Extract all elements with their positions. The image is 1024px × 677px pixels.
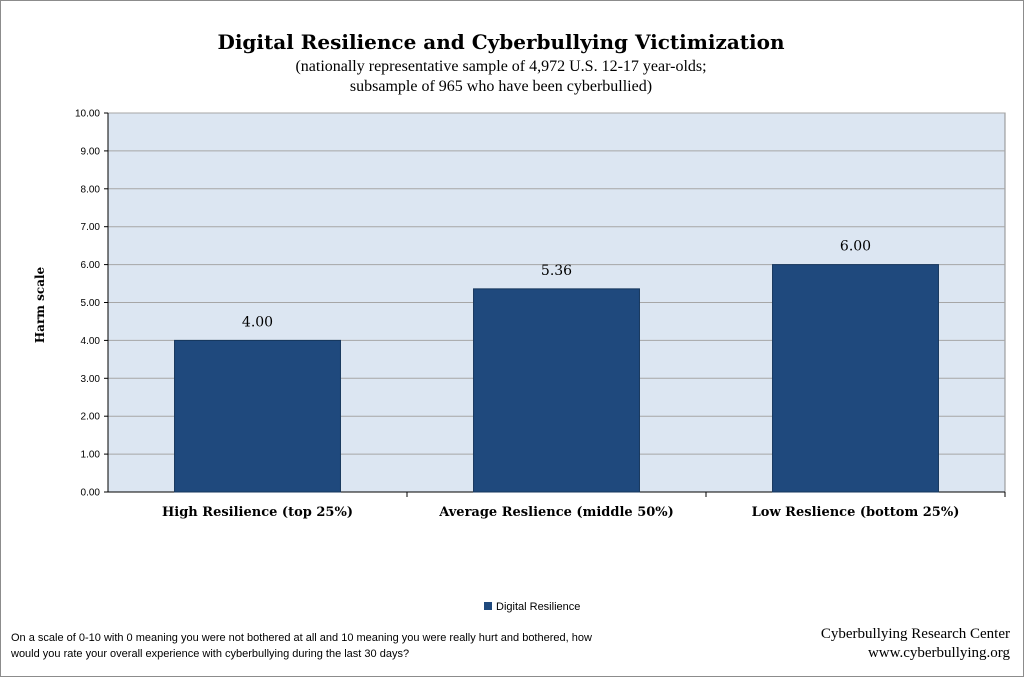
y-tick-label: 10.00	[75, 109, 100, 120]
legend-swatch	[484, 602, 492, 610]
y-tick-label: 1.00	[81, 450, 101, 461]
source-website: www.cyberbullying.org	[867, 645, 1010, 661]
bar-value-label: 4.00	[242, 314, 273, 330]
y-tick-label: 7.00	[81, 222, 101, 233]
y-tick-label: 8.00	[81, 184, 101, 195]
footnote-line-2: would you rate your overall experience w…	[11, 648, 410, 660]
bar	[473, 288, 640, 493]
bar-value-label: 6.00	[840, 239, 871, 255]
footnote: On a scale of 0-10 with 0 meaning you we…	[11, 630, 671, 662]
y-tick-label: 9.00	[81, 146, 101, 157]
chart-subtitle-line-1: (nationally representative sample of 4,9…	[295, 58, 706, 75]
x-axis-categories: High Resilience (top 25%) Average Reslien…	[162, 492, 1006, 520]
x-category-label: High Resilience (top 25%)	[162, 505, 353, 520]
y-tick-label: 6.00	[81, 260, 101, 271]
y-tick-label: 2.00	[81, 412, 101, 423]
y-tick-label: 0.00	[81, 488, 101, 499]
chart-subtitle-line-2: subsample of 965 who have been cyberbull…	[350, 78, 652, 95]
legend-label: Digital Resilience	[496, 601, 580, 613]
y-axis-title: Harm scale	[33, 266, 47, 343]
bar	[772, 264, 939, 493]
chart-title: Digital Resilience and Cyberbullying Vic…	[217, 30, 785, 54]
y-tick-label: 4.00	[81, 336, 101, 347]
source-organization: Cyberbullying Research Center	[820, 626, 1010, 642]
y-tick-label: 5.00	[81, 298, 101, 309]
source-credit: Cyberbullying Research Center www.cyberb…	[821, 625, 1010, 663]
bars	[174, 264, 939, 493]
legend: Digital Resilience	[484, 601, 580, 613]
y-tick-label: 3.00	[81, 374, 101, 385]
x-category-label: Low Reslience (bottom 25%)	[752, 505, 960, 520]
bar-value-label: 5.36	[541, 263, 572, 279]
bar	[174, 339, 341, 493]
y-axis-ticks: 0.00 1.00 2.00 3.00 4.00 5.00 6.00 7.00 8.00 9.00…	[75, 109, 108, 499]
data-labels: 4.00 5.36 6.00	[242, 239, 871, 331]
footnote-line-1: On a scale of 0-10 with 0 meaning you we…	[11, 632, 592, 644]
x-category-label: Average Reslience (middle 50%)	[438, 505, 674, 520]
